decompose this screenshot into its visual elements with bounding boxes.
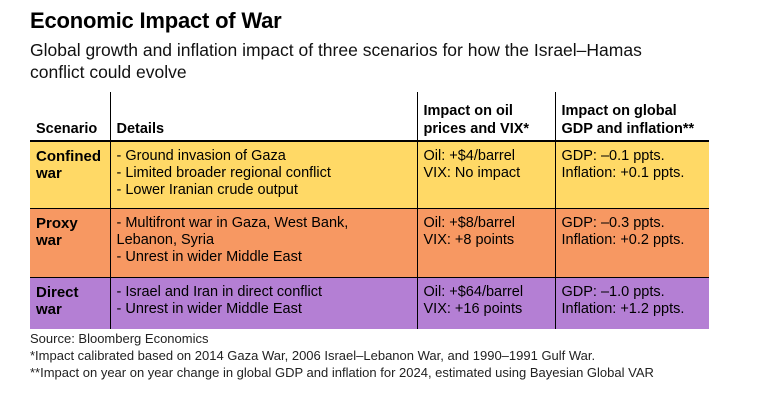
scenario-name: Confined war	[30, 141, 110, 209]
detail-line: - Unrest in wider Middle East	[116, 249, 302, 265]
inflation-impact: Inflation: +1.2 ppts.	[561, 301, 685, 317]
column-header-details: Details	[109, 92, 417, 142]
oil-vix-impact: Oil: +$64/barrel VIX: +16 points	[416, 277, 555, 329]
scenario-name: Proxy war	[30, 208, 110, 278]
gdp-inflation-impact: GDP: –0.3 ppts. Inflation: +0.2 ppts.	[554, 208, 709, 278]
vix-impact: VIX: +8 points	[423, 232, 515, 248]
table-header-row: Scenario Details Impact on oil prices an…	[30, 92, 709, 142]
oil-impact: Oil: +$4/barrel	[423, 148, 515, 164]
detail-line: - Limited broader regional conflict	[116, 165, 331, 181]
inflation-impact: Inflation: +0.1 ppts.	[561, 165, 685, 181]
gdp-inflation-impact: GDP: –0.1 ppts. Inflation: +0.1 ppts.	[554, 141, 709, 209]
gdp-impact: GDP: –0.3 ppts.	[561, 215, 665, 231]
gdp-impact: GDP: –1.0 ppts.	[561, 284, 665, 300]
inflation-impact: Inflation: +0.2 ppts.	[561, 232, 685, 248]
footnote-estimation: **Impact on year on year change in globa…	[30, 365, 654, 380]
vix-impact: VIX: +16 points	[423, 301, 523, 317]
detail-line: - Israel and Iran in direct conflict	[116, 284, 323, 300]
gdp-impact: GDP: –0.1 ppts.	[561, 148, 665, 164]
scenario-details: - Ground invasion of Gaza - Limited broa…	[109, 141, 417, 209]
table-row-direct-war: Direct war - Israel and Iran in direct c…	[30, 277, 709, 329]
oil-impact: Oil: +$64/barrel	[423, 284, 524, 300]
footnote-calibration: *Impact calibrated based on 2014 Gaza Wa…	[30, 348, 596, 363]
column-header-gdp-inflation: Impact on global GDP and inflation**	[554, 92, 709, 142]
page-subtitle: Global growth and inflation impact of th…	[30, 40, 642, 82]
gdp-inflation-impact: GDP: –1.0 ppts. Inflation: +1.2 ppts.	[554, 277, 709, 329]
scenario-table: Scenario Details Impact on oil prices an…	[30, 92, 709, 329]
scenario-name: Direct war	[30, 277, 110, 329]
footnotes: Source: Bloomberg Economics *Impact cali…	[30, 330, 750, 381]
table-row-proxy-war: Proxy war - Multifront war in Gaza, West…	[30, 208, 709, 278]
column-header-oil-vix: Impact on oil prices and VIX*	[416, 92, 555, 142]
scenario-details: - Israel and Iran in direct conflict - U…	[109, 277, 417, 329]
source-note: Source: Bloomberg Economics	[30, 331, 209, 346]
column-header-scenario: Scenario	[30, 92, 110, 142]
detail-line: - Lower Iranian crude output	[116, 182, 298, 198]
detail-line: - Multifront war in Gaza, West Bank, Leb…	[116, 215, 349, 248]
table-row-confined-war: Confined war - Ground invasion of Gaza -…	[30, 141, 709, 209]
detail-line: - Unrest in wider Middle East	[116, 301, 302, 317]
oil-vix-impact: Oil: +$8/barrel VIX: +8 points	[416, 208, 555, 278]
detail-line: - Ground invasion of Gaza	[116, 148, 286, 164]
scenario-details: - Multifront war in Gaza, West Bank, Leb…	[109, 208, 417, 278]
oil-vix-impact: Oil: +$4/barrel VIX: No impact	[416, 141, 555, 209]
page-title: Economic Impact of War	[30, 8, 282, 33]
vix-impact: VIX: No impact	[423, 165, 521, 181]
oil-impact: Oil: +$8/barrel	[423, 215, 515, 231]
